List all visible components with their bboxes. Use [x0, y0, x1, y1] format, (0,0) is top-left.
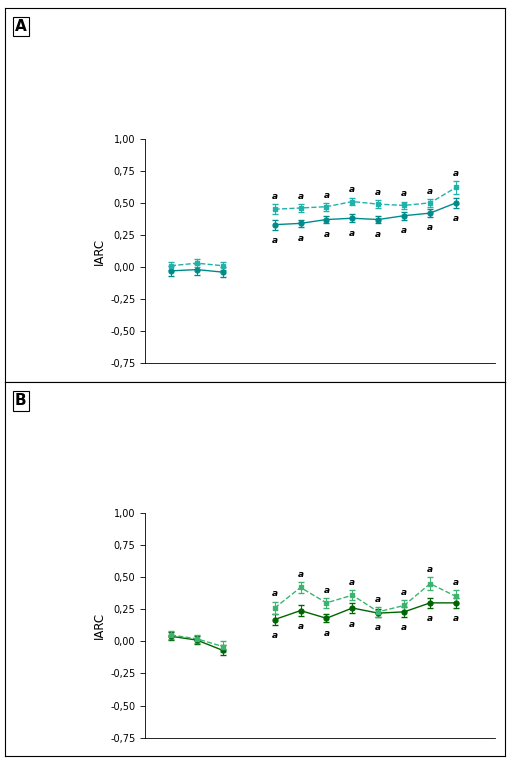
Text: 120 min
contenção: 120 min contenção	[238, 644, 285, 664]
Text: B: B	[15, 393, 26, 408]
Text: LB: LB	[153, 562, 166, 572]
Text: EB: EB	[153, 188, 166, 198]
Text: A: A	[15, 19, 27, 34]
Text: ZnDPBG ou
Na₂CO₃: ZnDPBG ou Na₂CO₃	[209, 231, 261, 251]
Text: Heme ou
L-lisina: Heme ou L-lisina	[209, 606, 250, 626]
Text: 120 min
contenção: 120 min contenção	[238, 270, 285, 290]
